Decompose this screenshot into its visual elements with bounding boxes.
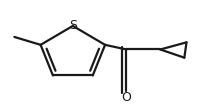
Text: O: O: [121, 91, 131, 104]
Text: S: S: [69, 19, 77, 32]
